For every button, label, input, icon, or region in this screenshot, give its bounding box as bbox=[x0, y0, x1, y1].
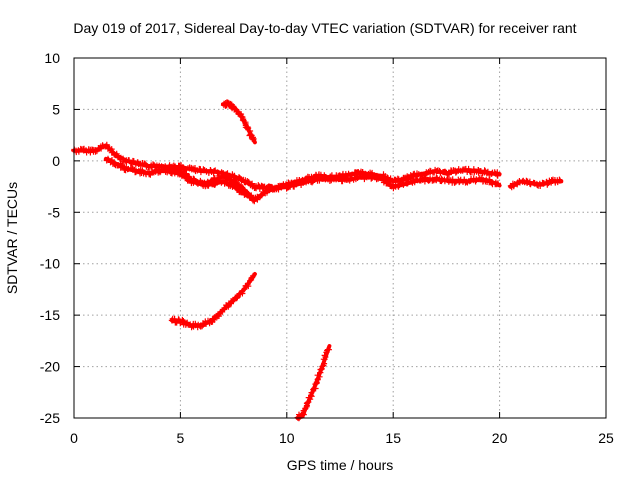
y-tick-label: 0 bbox=[52, 153, 60, 169]
x-tick-label: 5 bbox=[177, 430, 185, 446]
x-axis-label: GPS time / hours bbox=[287, 457, 394, 473]
x-tick-label: 15 bbox=[385, 430, 401, 446]
x-tick-label: 25 bbox=[598, 430, 614, 446]
axis-ticks: 0 5 10 15 20 25 10 5 0 -5 -10 -15 -20 -25 bbox=[40, 50, 614, 446]
y-tick-label: -10 bbox=[40, 256, 60, 272]
x-tick-label: 0 bbox=[70, 430, 78, 446]
plot-frame bbox=[73, 57, 607, 419]
grid-lines bbox=[74, 58, 606, 418]
series-markers bbox=[168, 272, 257, 331]
series-track-upper-arc bbox=[220, 99, 257, 145]
y-axis-label: SDTVAR / TECUs bbox=[4, 182, 20, 294]
series-markers bbox=[220, 99, 257, 143]
y-tick-label: 5 bbox=[52, 101, 60, 117]
series-markers bbox=[166, 162, 258, 203]
y-tick-label: 10 bbox=[44, 50, 60, 66]
chart-title: Day 019 of 2017, Sidereal Day-to-day VTE… bbox=[73, 20, 576, 36]
y-tick-label: -25 bbox=[40, 410, 60, 426]
series-track-morning-arc bbox=[166, 162, 258, 203]
series-track-lower-arc bbox=[168, 272, 257, 331]
y-tick-label: -20 bbox=[40, 359, 60, 375]
x-tick-label: 20 bbox=[492, 430, 508, 446]
series-markers bbox=[507, 176, 564, 191]
x-tick-label: 10 bbox=[279, 430, 295, 446]
series-track-bottom-rise bbox=[294, 344, 332, 422]
data-series bbox=[71, 99, 564, 422]
y-tick-label: -15 bbox=[40, 307, 60, 323]
y-tick-label: -5 bbox=[48, 204, 61, 220]
series-track-late-segment bbox=[507, 176, 564, 191]
